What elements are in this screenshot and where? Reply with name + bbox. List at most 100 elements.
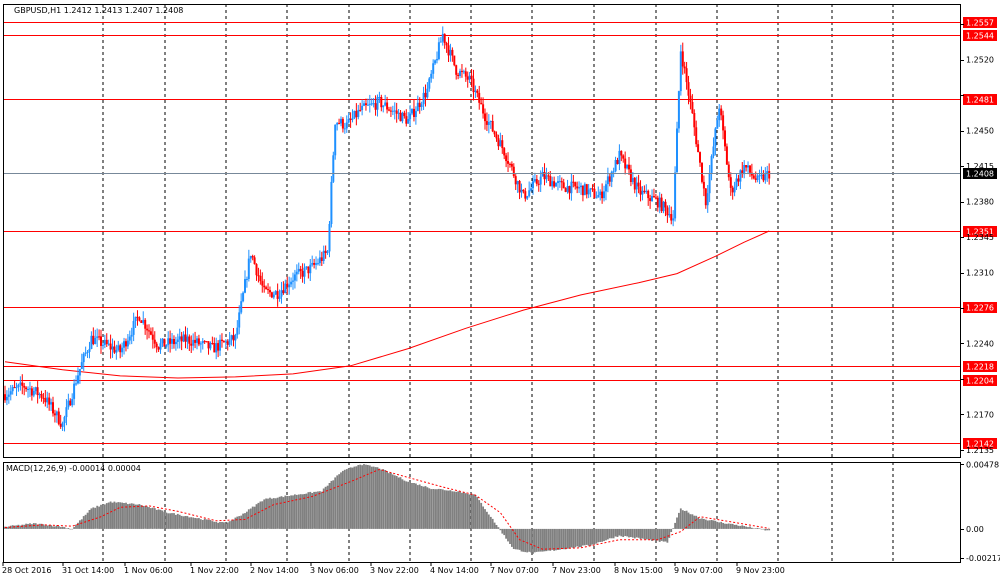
- level-label: 1.2351: [966, 228, 994, 237]
- macd-bar: [63, 527, 66, 529]
- candle-body: [234, 334, 237, 341]
- macd-bar: [319, 491, 321, 529]
- macd-bar: [549, 528, 552, 551]
- macd-tick-label: 0.00: [966, 525, 984, 534]
- macd-bar: [545, 528, 548, 552]
- price-tick-label: 1.2450: [966, 127, 994, 136]
- macd-bar: [681, 510, 684, 529]
- macd-bar: [134, 504, 137, 529]
- candle-body: [628, 164, 630, 170]
- macd-bar: [34, 523, 37, 529]
- candle-body: [727, 164, 730, 178]
- macd-bar: [574, 528, 577, 548]
- candle-body: [476, 90, 479, 93]
- macd-bar: [386, 471, 388, 529]
- macd-bar: [7, 526, 10, 529]
- candle-body: [261, 281, 264, 286]
- candle-body: [351, 118, 354, 120]
- candle-body: [764, 173, 767, 181]
- candle-body: [718, 108, 721, 121]
- macd-bar: [633, 528, 636, 539]
- candle-body: [403, 112, 406, 117]
- candle-body: [653, 196, 655, 198]
- macd-bar: [269, 497, 271, 529]
- candle-body: [11, 387, 14, 392]
- macd-bar: [372, 466, 375, 529]
- macd-bar: [653, 528, 655, 541]
- candle-body: [380, 97, 383, 108]
- candle-body: [499, 140, 502, 147]
- horizontal-levels[interactable]: 1.2557 1.2544 1.2481 1.2351 1.2276 1.2218 1.22…: [3, 17, 997, 449]
- level-label: 1.2557: [966, 19, 994, 28]
- candle-body: [257, 275, 260, 277]
- macd-bar: [188, 517, 191, 529]
- macd-bar: [420, 486, 423, 529]
- candle-body: [92, 335, 95, 344]
- macd-bar: [432, 489, 435, 529]
- macd-bar: [107, 502, 110, 529]
- candle-body: [756, 175, 759, 180]
- candle-body: [21, 382, 24, 386]
- candle-body: [169, 338, 172, 344]
- candle-body: [27, 389, 29, 390]
- candle-body: [307, 266, 310, 274]
- macd-bar: [351, 467, 354, 529]
- candle-body: [201, 341, 204, 344]
- macd-bar: [50, 525, 52, 529]
- price-tick-label: 1.2520: [966, 56, 994, 65]
- macd-bar: [363, 464, 365, 529]
- macd-bar: [416, 485, 419, 529]
- macd-bar: [334, 477, 337, 529]
- macd-bar: [463, 492, 465, 529]
- macd-bar: [639, 528, 642, 539]
- candle-body: [65, 407, 68, 418]
- candle-body: [457, 74, 460, 76]
- macd-bar: [176, 513, 179, 529]
- macd-bar: [726, 523, 728, 529]
- candle-body: [213, 343, 216, 353]
- candle-body: [276, 291, 279, 299]
- macd-bar: [332, 480, 335, 529]
- macd-bar: [71, 528, 74, 530]
- candle-body: [34, 387, 37, 392]
- macd-bar: [52, 526, 54, 529]
- candle-body: [716, 120, 719, 129]
- candle-body: [7, 394, 10, 397]
- candle-body: [19, 382, 22, 385]
- macd-bar: [526, 528, 529, 553]
- candle-body: [533, 179, 536, 182]
- candle-body: [361, 105, 364, 110]
- candle-body: [585, 184, 588, 195]
- candle-body: [626, 164, 629, 169]
- macd-bar: [132, 503, 135, 529]
- candle-body: [430, 73, 433, 79]
- price-tick-label: 1.2415: [966, 162, 994, 171]
- candle-body: [80, 362, 83, 369]
- candle-body: [754, 178, 757, 180]
- macd-bar: [547, 528, 550, 551]
- macd-bar: [326, 485, 329, 529]
- macd-bar: [413, 483, 415, 529]
- macd-bar: [497, 527, 500, 529]
- candle-body: [599, 191, 602, 195]
- candle-body: [509, 163, 511, 165]
- candle-body: [117, 345, 120, 350]
- macd-bar: [585, 528, 588, 545]
- macd-bar: [601, 528, 603, 542]
- macd-bar: [184, 516, 187, 529]
- candle-body: [535, 179, 538, 184]
- macd-bar: [524, 528, 527, 553]
- macd-bar: [292, 495, 294, 529]
- macd-bar: [288, 496, 291, 529]
- candle-body: [491, 121, 494, 132]
- candle-body: [606, 176, 609, 185]
- candle-body: [395, 110, 398, 114]
- macd-bar: [507, 528, 509, 542]
- macd-bar: [155, 509, 158, 529]
- candle-body: [449, 49, 452, 56]
- candle-body: [282, 290, 285, 294]
- macd-bar: [367, 465, 369, 529]
- macd-bar: [560, 528, 563, 550]
- candle-body: [566, 186, 569, 192]
